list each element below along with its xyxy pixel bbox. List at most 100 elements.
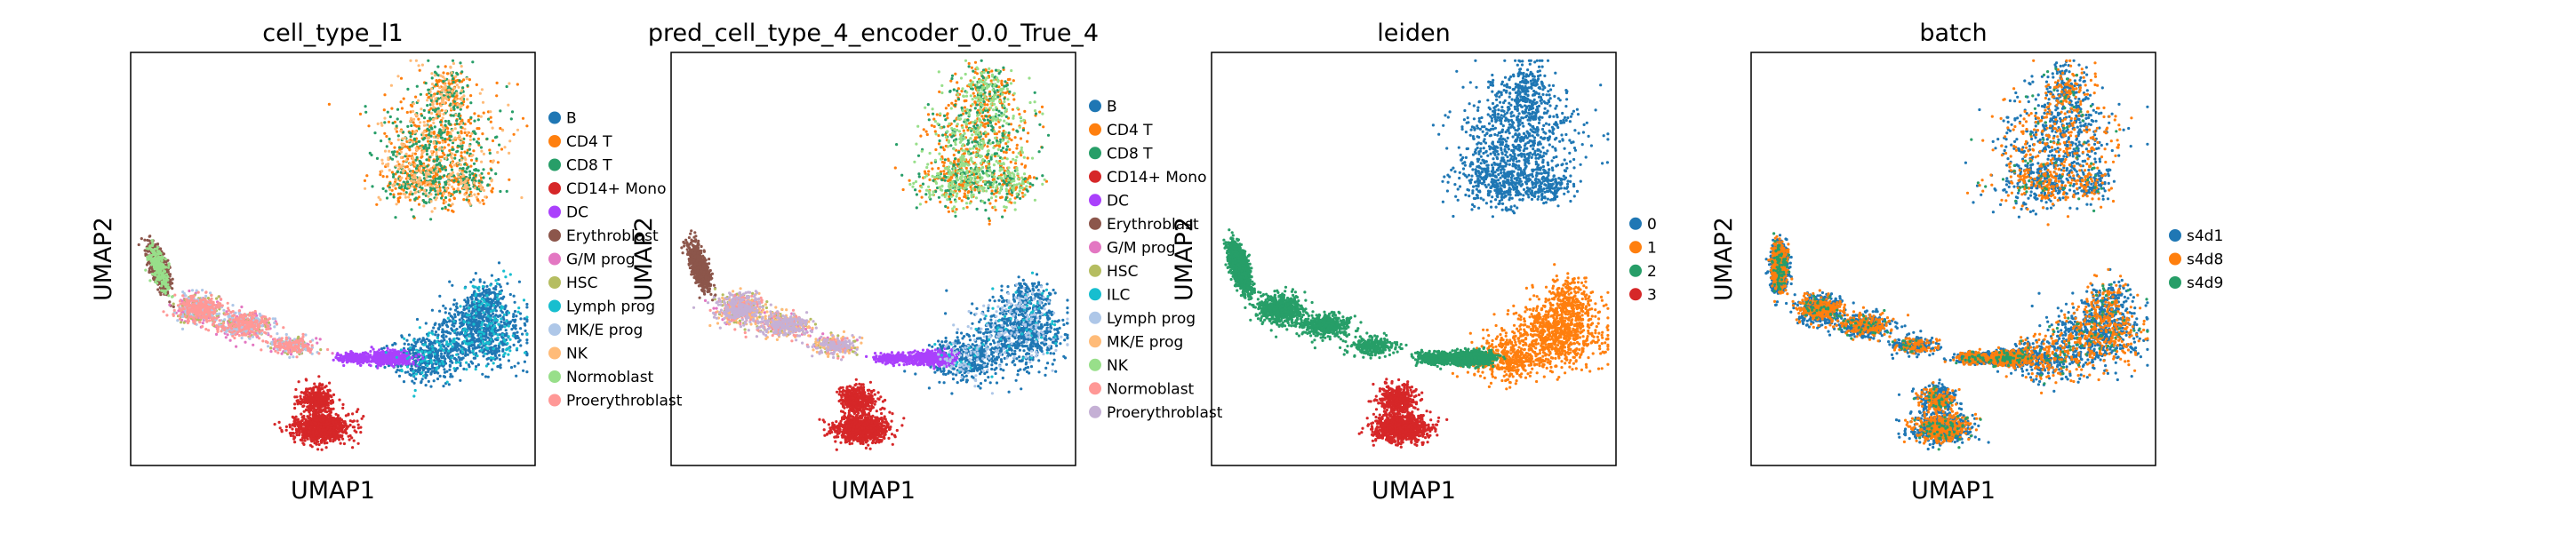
data-point bbox=[313, 382, 316, 386]
data-point bbox=[381, 187, 385, 190]
data-point bbox=[306, 415, 309, 418]
data-point bbox=[393, 341, 396, 346]
data-point bbox=[356, 423, 360, 426]
data-point bbox=[426, 164, 429, 168]
data-point bbox=[438, 374, 442, 378]
data-point bbox=[512, 313, 516, 316]
data-point bbox=[379, 173, 382, 177]
data-point bbox=[468, 170, 472, 173]
data-point bbox=[348, 423, 352, 427]
data-point bbox=[385, 362, 388, 365]
data-point bbox=[427, 368, 430, 372]
data-point bbox=[495, 81, 499, 84]
data-point bbox=[444, 65, 447, 68]
data-point bbox=[502, 295, 506, 298]
data-point bbox=[321, 413, 324, 417]
data-point bbox=[435, 83, 438, 86]
data-point bbox=[406, 87, 410, 91]
data-point bbox=[301, 423, 306, 426]
data-point bbox=[309, 434, 313, 439]
data-point bbox=[489, 298, 492, 301]
data-point bbox=[414, 158, 418, 162]
data-point bbox=[459, 116, 462, 120]
data-point bbox=[335, 417, 339, 421]
data-point bbox=[490, 290, 493, 294]
data-point bbox=[295, 434, 299, 437]
data-point bbox=[468, 187, 472, 191]
data-point bbox=[326, 435, 331, 440]
data-point bbox=[295, 423, 299, 426]
data-point bbox=[421, 199, 425, 203]
data-point bbox=[505, 313, 508, 316]
data-point bbox=[156, 288, 160, 291]
data-point bbox=[425, 153, 429, 156]
data-point bbox=[444, 168, 448, 171]
data-point bbox=[521, 332, 524, 336]
data-point bbox=[452, 303, 456, 306]
data-point bbox=[476, 169, 480, 172]
data-point bbox=[332, 433, 336, 436]
data-point bbox=[311, 389, 315, 393]
data-point bbox=[482, 176, 485, 179]
data-point bbox=[525, 341, 529, 345]
data-point bbox=[462, 198, 466, 202]
data-point bbox=[396, 368, 399, 372]
data-point bbox=[488, 333, 492, 337]
data-point bbox=[364, 105, 367, 108]
data-point bbox=[462, 308, 466, 312]
data-point bbox=[414, 341, 418, 346]
data-point bbox=[496, 314, 500, 318]
data-point bbox=[416, 358, 420, 362]
data-point bbox=[427, 139, 430, 143]
data-point bbox=[408, 198, 412, 202]
series-CD8 T bbox=[364, 59, 515, 221]
data-point bbox=[469, 190, 473, 194]
series-B bbox=[375, 261, 529, 388]
data-point bbox=[317, 394, 321, 397]
data-point bbox=[497, 349, 501, 353]
data-point bbox=[440, 196, 444, 200]
data-point bbox=[415, 84, 419, 88]
data-point bbox=[300, 419, 303, 423]
data-point bbox=[356, 419, 359, 423]
data-point bbox=[467, 120, 470, 123]
data-point bbox=[428, 338, 431, 342]
data-point bbox=[399, 192, 403, 195]
data-point bbox=[430, 308, 434, 312]
data-point bbox=[445, 330, 449, 333]
data-point bbox=[442, 186, 445, 189]
data-point bbox=[392, 195, 396, 199]
data-point bbox=[414, 167, 419, 171]
data-point bbox=[292, 434, 295, 438]
data-point bbox=[339, 442, 342, 445]
data-point bbox=[305, 378, 308, 382]
data-point bbox=[495, 356, 499, 360]
data-point bbox=[321, 418, 325, 422]
data-point bbox=[513, 309, 517, 314]
data-point bbox=[523, 317, 526, 321]
data-point bbox=[455, 122, 459, 125]
data-point bbox=[383, 121, 387, 124]
data-point bbox=[450, 165, 453, 169]
data-point bbox=[427, 345, 430, 348]
data-point bbox=[525, 302, 529, 306]
data-point bbox=[338, 398, 341, 402]
data-point bbox=[435, 147, 438, 151]
data-point bbox=[508, 292, 512, 297]
data-point bbox=[498, 333, 501, 337]
data-point bbox=[436, 91, 439, 95]
data-point bbox=[414, 95, 418, 99]
data-point bbox=[525, 306, 529, 309]
data-point bbox=[440, 108, 444, 112]
data-point bbox=[492, 298, 495, 302]
data-point bbox=[308, 443, 312, 447]
data-point bbox=[351, 360, 355, 363]
data-point bbox=[328, 415, 332, 418]
data-point bbox=[428, 110, 431, 114]
data-point bbox=[512, 294, 516, 298]
data-point bbox=[404, 165, 407, 169]
data-point bbox=[320, 448, 324, 451]
data-point bbox=[395, 130, 399, 133]
data-point bbox=[483, 281, 486, 284]
